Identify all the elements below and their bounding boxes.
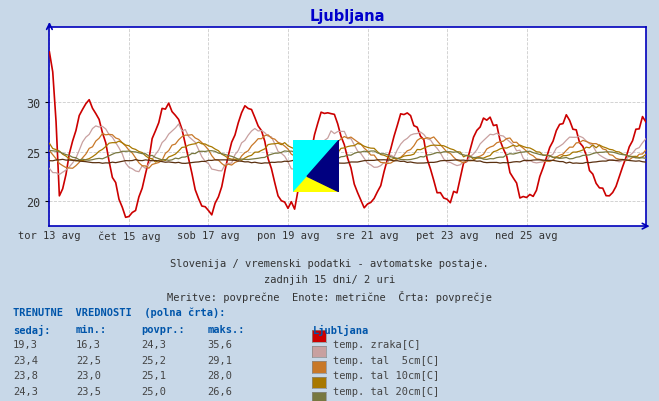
Text: temp. tal 10cm[C]: temp. tal 10cm[C] bbox=[333, 371, 439, 380]
Text: Meritve: povprečne  Enote: metrične  Črta: povprečje: Meritve: povprečne Enote: metrične Črta:… bbox=[167, 291, 492, 303]
Text: 23,4: 23,4 bbox=[13, 355, 38, 365]
Text: 25,0: 25,0 bbox=[142, 386, 167, 396]
Text: min.:: min.: bbox=[76, 324, 107, 334]
Polygon shape bbox=[307, 140, 339, 192]
Title: Ljubljana: Ljubljana bbox=[310, 9, 386, 24]
Text: sob 17 avg: sob 17 avg bbox=[177, 231, 240, 241]
Text: 22,5: 22,5 bbox=[76, 355, 101, 365]
Polygon shape bbox=[293, 140, 339, 192]
Text: 29,1: 29,1 bbox=[208, 355, 233, 365]
Text: 16,3: 16,3 bbox=[76, 339, 101, 349]
Text: 19,3: 19,3 bbox=[13, 339, 38, 349]
Text: TRENUTNE  VREDNOSTI  (polna črta):: TRENUTNE VREDNOSTI (polna črta): bbox=[13, 307, 225, 317]
Text: zadnjih 15 dni/ 2 uri: zadnjih 15 dni/ 2 uri bbox=[264, 275, 395, 285]
Text: sre 21 avg: sre 21 avg bbox=[336, 231, 399, 241]
Text: Slovenija / vremenski podatki - avtomatske postaje.: Slovenija / vremenski podatki - avtomats… bbox=[170, 259, 489, 269]
Polygon shape bbox=[293, 140, 339, 192]
Text: 25,2: 25,2 bbox=[142, 355, 167, 365]
Text: 24,3: 24,3 bbox=[142, 339, 167, 349]
Text: 28,0: 28,0 bbox=[208, 371, 233, 380]
Text: tor 13 avg: tor 13 avg bbox=[18, 231, 80, 241]
Text: maks.:: maks.: bbox=[208, 324, 245, 334]
Text: Ljubljana: Ljubljana bbox=[313, 324, 369, 335]
Text: 23,5: 23,5 bbox=[76, 386, 101, 396]
Text: 23,8: 23,8 bbox=[13, 371, 38, 380]
Text: 35,6: 35,6 bbox=[208, 339, 233, 349]
Text: temp. tal  5cm[C]: temp. tal 5cm[C] bbox=[333, 355, 439, 365]
Text: čet 15 avg: čet 15 avg bbox=[98, 231, 160, 241]
Text: 23,0: 23,0 bbox=[76, 371, 101, 380]
Text: pon 19 avg: pon 19 avg bbox=[257, 231, 319, 241]
Text: temp. tal 20cm[C]: temp. tal 20cm[C] bbox=[333, 386, 439, 396]
Text: pet 23 avg: pet 23 avg bbox=[416, 231, 478, 241]
Text: ned 25 avg: ned 25 avg bbox=[496, 231, 558, 241]
Text: 26,6: 26,6 bbox=[208, 386, 233, 396]
Text: 24,3: 24,3 bbox=[13, 386, 38, 396]
Text: temp. zraka[C]: temp. zraka[C] bbox=[333, 339, 420, 349]
Text: 25,1: 25,1 bbox=[142, 371, 167, 380]
Text: povpr.:: povpr.: bbox=[142, 324, 185, 334]
Text: sedaj:: sedaj: bbox=[13, 324, 51, 335]
